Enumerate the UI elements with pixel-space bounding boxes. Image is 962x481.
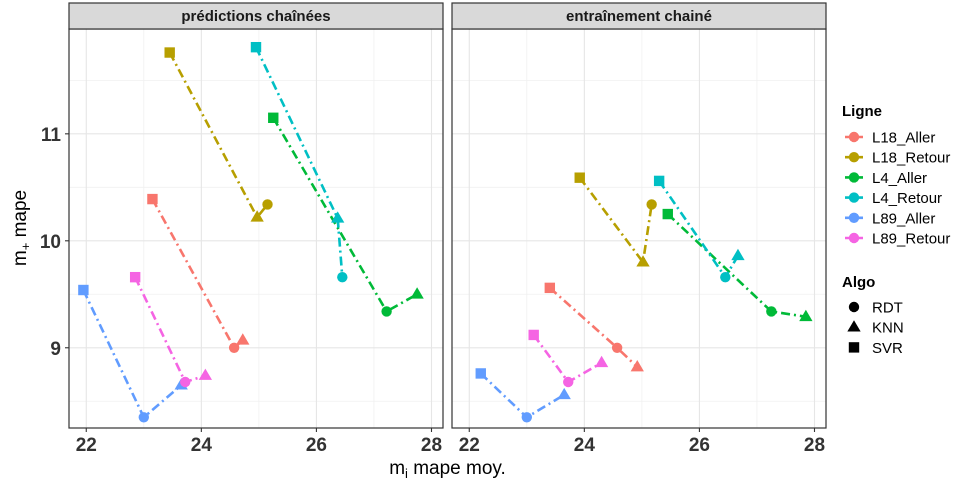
- data-point-L4_Aller-SVR: [268, 112, 279, 123]
- y-tick-label: 11: [41, 125, 62, 146]
- data-point-L18_Aller-KNN: [236, 333, 250, 345]
- data-point-L4_Retour-RDT: [720, 271, 731, 283]
- legend-label: L89_Aller: [872, 210, 935, 227]
- legend: Ligne L18_Aller L18_Retour L4_Aller L4_Retou…: [842, 103, 950, 357]
- legend-label: KNN: [872, 320, 904, 337]
- data-point-L4_Retour-SVR: [653, 175, 665, 187]
- legend-item-L18_Aller: L18_Aller: [845, 130, 935, 147]
- legend-title-ligne: Ligne: [842, 103, 882, 120]
- legend-key-point: [848, 212, 860, 223]
- data-point-L4_Retour-KNN: [331, 211, 345, 223]
- legend-label: L4_Retour: [872, 190, 942, 207]
- y-axis-title-rest: mape: [10, 190, 31, 243]
- data-point-L4_Aller-SVR: [662, 208, 673, 220]
- series-line-L4_Aller: [272, 117, 418, 313]
- panel-2: entraînement chainé 22 24 26 28: [451, 2, 827, 456]
- legend-item-RDT: RDT: [848, 300, 903, 317]
- data-point-L18_Aller-SVR: [147, 193, 158, 205]
- legend-item-L18_Retour: L18_Retour: [845, 150, 950, 167]
- data-point-L4_Aller-RDT: [381, 306, 392, 317]
- legend-title-algo: Algo: [842, 274, 875, 291]
- legend-item-L89_Aller: L89_Aller: [845, 210, 935, 227]
- legend-key-shape-square: [848, 342, 860, 353]
- data-point-L89_Retour-SVR: [528, 329, 539, 341]
- data-point-L18_Retour-KNN: [636, 255, 650, 267]
- legend-label: L18_Retour: [872, 150, 950, 167]
- data-point-L18_Aller-KNN: [630, 360, 644, 372]
- series-line-L4_Retour: [254, 46, 344, 278]
- data-point-L18_Retour-KNN: [250, 210, 264, 222]
- panel-background: [452, 29, 826, 428]
- x-tick-label: 26: [306, 435, 327, 456]
- x-axis-title-rest: mape moy.: [408, 458, 506, 479]
- x-tick-label: 24: [191, 435, 213, 456]
- x-axis-title-sub: i: [405, 466, 408, 481]
- legend-label: L18_Aller: [872, 130, 935, 147]
- legend-key-point: [848, 131, 860, 143]
- legend-item-L89_Retour: L89_Retour: [845, 231, 950, 248]
- x-axis-title-main: m: [389, 458, 405, 479]
- y-axis-title: m+ mape: [10, 190, 33, 266]
- panel-1: prédictions chaînées 22 24 26 28 9 10 11: [40, 2, 444, 456]
- legend-item-SVR: SVR: [848, 340, 903, 357]
- data-point-L89_Aller-KNN: [557, 387, 571, 400]
- x-tick-label: 24: [574, 435, 596, 456]
- data-point-L18_Retour-SVR: [574, 172, 585, 183]
- x-tick-label: 22: [459, 435, 480, 456]
- data-point-L4_Aller-KNN: [799, 309, 813, 322]
- data-point-L4_Retour-SVR: [250, 41, 262, 53]
- data-point-L4_Aller-RDT: [766, 306, 777, 317]
- legend-item-L4_Retour: L4_Retour: [845, 190, 942, 207]
- data-point-L89_Retour-KNN: [198, 368, 213, 380]
- data-point-L4_Retour-KNN: [731, 248, 745, 261]
- facet-strip: [451, 2, 827, 30]
- data-point-L89_Retour-RDT: [180, 376, 191, 388]
- legend-key-shape-triangle: [847, 320, 861, 332]
- legend-label: L4_Aller: [872, 170, 927, 187]
- y-axis-title-sub: +: [18, 243, 33, 251]
- series-line-L18_Retour: [168, 51, 269, 219]
- data-point-L89_Aller-SVR: [78, 284, 89, 296]
- facet-strip: [68, 2, 444, 30]
- x-axis-title: mi mape moy.: [389, 458, 506, 481]
- x-tick-label: 28: [421, 435, 442, 456]
- x-tick-label: 26: [689, 435, 710, 456]
- legend-item-KNN: KNN: [847, 320, 904, 337]
- data-point-L18_Aller-SVR: [544, 282, 556, 294]
- x-tick-label: 28: [804, 435, 825, 456]
- data-point-L89_Aller-RDT: [521, 412, 532, 423]
- data-point-L18_Retour-RDT: [646, 199, 657, 210]
- x-tick-label: 22: [76, 435, 97, 456]
- legend-key-point: [848, 152, 860, 163]
- data-point-L18_Aller-RDT: [611, 342, 623, 353]
- y-tick-label: 10: [40, 232, 61, 253]
- data-point-L89_Retour-SVR: [129, 271, 141, 283]
- y-axis-title-main: m: [10, 250, 31, 266]
- data-point-L4_Retour-RDT: [337, 271, 348, 283]
- facet-title: entraînement chainé: [566, 8, 712, 25]
- legend-label: RDT: [872, 300, 903, 317]
- panel-background: [69, 29, 443, 428]
- data-point-L89_Retour-RDT: [563, 376, 574, 388]
- y-tick-label: 9: [50, 339, 61, 360]
- data-point-L18_Retour-RDT: [262, 199, 273, 210]
- series-line-L4_Aller: [666, 213, 807, 319]
- legend-item-L4_Aller: L4_Aller: [845, 170, 927, 187]
- legend-label: L89_Retour: [872, 231, 950, 248]
- data-point-L89_Aller-SVR: [475, 368, 486, 379]
- legend-label: SVR: [872, 340, 903, 357]
- legend-key-point: [848, 232, 860, 244]
- facet-title: prédictions chaînées: [181, 8, 330, 25]
- data-point-L18_Aller-RDT: [228, 342, 240, 353]
- legend-key-point: [848, 172, 860, 183]
- data-point-L89_Retour-KNN: [594, 355, 609, 368]
- legend-key-point: [848, 192, 860, 203]
- legend-key-shape-circle: [848, 301, 860, 313]
- data-point-L4_Aller-KNN: [410, 287, 424, 299]
- data-point-L89_Aller-RDT: [138, 412, 149, 423]
- data-point-L18_Retour-SVR: [164, 47, 175, 58]
